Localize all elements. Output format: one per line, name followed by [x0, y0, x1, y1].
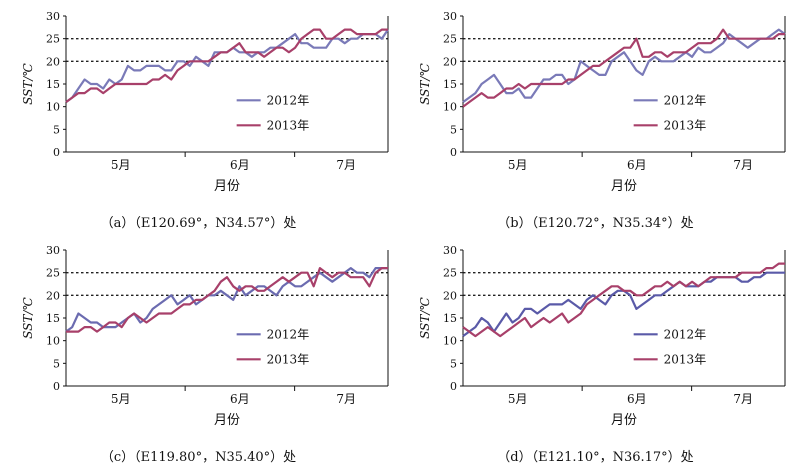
y-tick-label: 30	[46, 244, 60, 257]
legend-label: 2012年	[664, 93, 707, 107]
legend-label: 2012年	[267, 327, 310, 341]
chart-panel-b: 0 5 10 15 20 25 30 5月 6月 7月 SST/℃ 月份 2012年 2013年 （b）（…	[397, 0, 794, 234]
y-tick-label: 10	[443, 335, 457, 348]
chart-panel-c: 0 5 10 15 20 25 30 5月 6月 7月 SST/℃ 月份 2012年 2013年 （c）（…	[0, 234, 397, 468]
y-tick-label: 5	[450, 357, 457, 370]
y-tick-label: 10	[46, 335, 60, 348]
legend-bg	[228, 90, 339, 109]
legend-label: 2012年	[664, 327, 707, 341]
y-axis-title: SST/℃	[418, 63, 432, 105]
legend-bg	[228, 115, 339, 134]
legend-label: 2012年	[267, 93, 310, 107]
y-tick-label: 30	[443, 10, 457, 23]
y-tick-label: 25	[443, 267, 457, 280]
chart-svg: 0 5 10 15 20 25 30 5月 6月 7月 SST/℃ 月份 2012年 2013年	[418, 244, 786, 428]
y-tick-label: 0	[53, 146, 60, 159]
y-axis-title: SST/℃	[418, 297, 432, 339]
x-tick-label: 5月	[508, 392, 528, 406]
legend-bg	[625, 115, 736, 134]
y-tick-label: 0	[450, 146, 457, 159]
x-tick-label: 7月	[336, 392, 356, 406]
y-tick-label: 5	[450, 123, 457, 136]
x-axis-title: 月份	[611, 179, 637, 194]
y-tick-label: 0	[450, 380, 457, 393]
chart-caption: （d）（E121.10°，N36.17°）处	[497, 450, 694, 465]
y-tick-label: 20	[443, 289, 457, 302]
series-line	[462, 262, 785, 338]
x-tick-label: 6月	[230, 392, 250, 406]
y-tick-label: 25	[46, 267, 60, 280]
series-line	[462, 271, 785, 337]
x-tick-label: 6月	[627, 392, 647, 406]
x-axis-title: 月份	[611, 413, 637, 428]
legend-bg	[228, 324, 339, 343]
y-tick-label: 20	[46, 289, 60, 302]
x-axis-title: 月份	[214, 413, 240, 428]
y-tick-label: 25	[46, 33, 60, 46]
y-tick-label: 20	[443, 55, 457, 68]
x-tick-label: 5月	[111, 392, 131, 406]
x-tick-label: 7月	[336, 158, 356, 172]
y-axis-title: SST/℃	[21, 63, 35, 105]
chart-svg: 0 5 10 15 20 25 30 5月 6月 7月 SST/℃ 月份 2012年 2013年	[21, 244, 389, 428]
chart-svg: 0 5 10 15 20 25 30 5月 6月 7月 SST/℃ 月份 2012年 2013年	[418, 10, 786, 194]
x-tick-label: 6月	[230, 158, 250, 172]
legend-label: 2013年	[267, 352, 310, 366]
x-tick-label: 7月	[733, 158, 753, 172]
series-line	[65, 266, 388, 333]
y-tick-label: 10	[443, 101, 457, 114]
x-tick-label: 5月	[508, 158, 528, 172]
y-tick-label: 0	[53, 380, 60, 393]
legend-label: 2013年	[267, 118, 310, 132]
legend-bg	[228, 349, 339, 368]
chart-caption: （b）（E120.72°，N35.34°）处	[497, 216, 694, 231]
legend-bg	[625, 90, 736, 109]
y-tick-label: 25	[443, 33, 457, 46]
legend-label: 2013年	[664, 118, 707, 132]
x-tick-label: 5月	[111, 158, 131, 172]
chart-panel-d: 0 5 10 15 20 25 30 5月 6月 7月 SST/℃ 月份 2012年 2013年 （d）（…	[397, 234, 794, 468]
series-line	[462, 28, 785, 108]
series-line	[66, 266, 388, 333]
y-tick-label: 5	[53, 123, 60, 136]
legend-bg	[625, 324, 736, 343]
chart-caption: （c）（E119.80°，N35.40°）处	[100, 450, 297, 465]
series-line	[65, 28, 388, 103]
chart-panel-a: 0 5 10 15 20 25 30 5月 6月 7月 SST/℃ 月份 2012年 2013年 （a）（…	[0, 0, 397, 234]
chart-svg: 0 5 10 15 20 25 30 5月 6月 7月 SST/℃ 月份 2012年 2013年	[21, 10, 389, 194]
legend-bg	[625, 349, 736, 368]
x-tick-label: 7月	[733, 392, 753, 406]
y-axis-title: SST/℃	[21, 297, 35, 339]
legend-label: 2013年	[664, 352, 707, 366]
y-tick-label: 30	[46, 10, 60, 23]
y-tick-label: 20	[46, 55, 60, 68]
y-tick-label: 15	[443, 78, 457, 91]
chart-caption: （a）（E120.69°，N34.57°）处	[100, 216, 297, 231]
series-line	[462, 28, 786, 103]
y-tick-label: 5	[53, 357, 60, 370]
series-line	[65, 28, 389, 103]
y-tick-label: 15	[443, 312, 457, 325]
x-axis-title: 月份	[214, 179, 240, 194]
y-tick-label: 30	[443, 244, 457, 257]
x-tick-label: 6月	[627, 158, 647, 172]
y-tick-label: 15	[46, 78, 60, 91]
y-tick-label: 15	[46, 312, 60, 325]
y-tick-label: 10	[46, 101, 60, 114]
